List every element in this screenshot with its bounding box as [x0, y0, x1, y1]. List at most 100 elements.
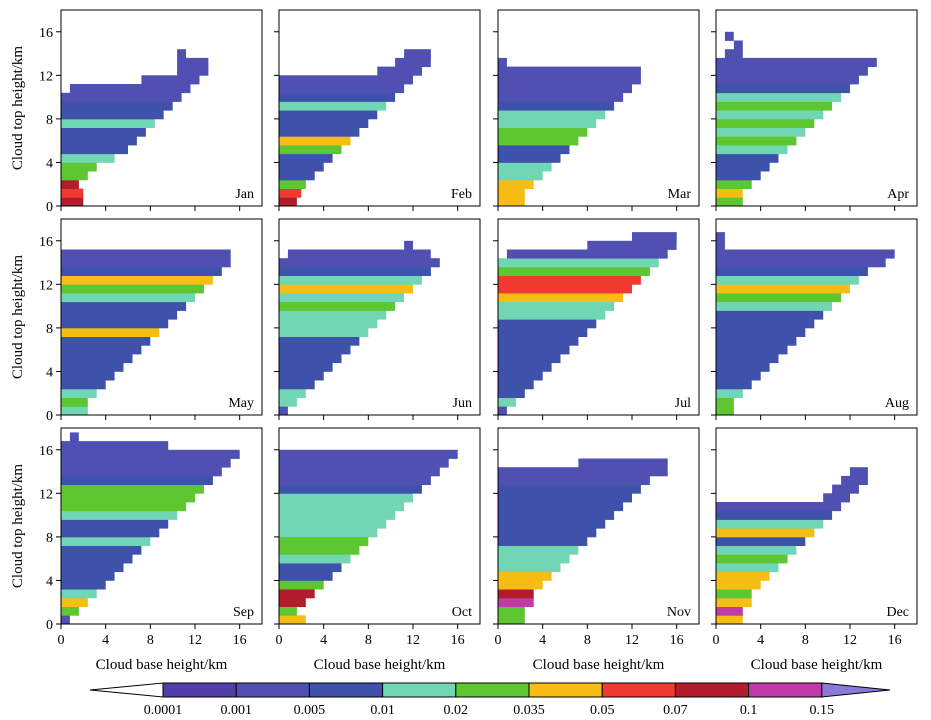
y-tick-label: 16: [39, 26, 53, 41]
x-tick-label: 4: [539, 633, 546, 648]
heatmap-cell: [279, 162, 324, 172]
heatmap-cell: [279, 310, 387, 320]
month-label: Aug: [885, 396, 909, 411]
y-tick-label: 0: [46, 618, 53, 633]
y-tick-label: 16: [39, 235, 53, 250]
x-tick-label: 12: [188, 633, 202, 648]
heatmap-cell: [498, 66, 641, 76]
x-tick-label: 16: [670, 633, 684, 648]
y-tick-label: 0: [46, 409, 53, 424]
heatmap-cell: [498, 380, 534, 390]
heatmap-cell: [61, 275, 213, 285]
x-tick-label: 16: [451, 633, 465, 648]
x-axis-label: Cloud base height/km: [533, 657, 665, 673]
heatmap-cell: [716, 597, 752, 607]
heatmap-cell: [279, 362, 333, 372]
heatmap-cell: [61, 449, 240, 459]
heatmap-cell: [498, 327, 588, 337]
heatmap-cell: [61, 380, 106, 390]
heatmap-cell: [498, 162, 552, 172]
heatmap-cell: [716, 615, 743, 625]
x-tick-label: 8: [147, 633, 154, 648]
heatmap-cell: [498, 571, 552, 581]
heatmap-cell: [61, 371, 115, 381]
heatmap-cell: [498, 284, 632, 294]
panel-frame: [60, 218, 263, 416]
heatmap-cell: [61, 589, 97, 599]
heatmap-cell: [279, 136, 351, 146]
heatmap-cell: [716, 502, 842, 512]
panel-frame: [60, 427, 263, 625]
y-axis-label: Cloud top height/km: [10, 255, 26, 380]
colorbar-segment: [382, 682, 457, 698]
x-tick-label: 0: [58, 633, 65, 648]
heatmap-cell: [716, 92, 842, 102]
heatmap-cell: [279, 597, 306, 607]
x-tick-label: 12: [406, 633, 420, 648]
heatmap-cell: [61, 127, 146, 137]
heatmap-cell: [61, 493, 195, 503]
x-tick-label: 8: [365, 633, 372, 648]
month-label: Dec: [886, 605, 909, 620]
heatmap-cell: [279, 319, 378, 329]
heatmap-cell: [61, 458, 231, 468]
panel-mar: Mar: [493, 9, 700, 211]
heatmap-cell: [377, 66, 422, 76]
heatmap-cell: [498, 475, 650, 485]
heatmap-cell: [61, 397, 88, 407]
heatmap-cell: [716, 528, 815, 538]
heatmap-cell: [850, 467, 868, 477]
heatmap-cell: [279, 528, 378, 538]
heatmap-cell: [498, 145, 570, 155]
heatmap-cell: [498, 597, 534, 607]
heatmap-cell: [61, 171, 88, 181]
heatmap-cell: [498, 371, 543, 381]
panel-frame: [60, 9, 263, 207]
heatmap-cell: [279, 153, 333, 163]
heatmap-cell: [716, 519, 824, 529]
heatmap-cell: [279, 388, 306, 398]
heatmap-cell: [498, 554, 570, 564]
heatmap-cell: [279, 197, 297, 207]
heatmap-cell: [716, 354, 779, 364]
heatmap-cell: [279, 615, 306, 625]
heatmap-cell: [716, 563, 779, 573]
heatmap-cell: [61, 162, 97, 172]
panel-frame: [278, 427, 481, 625]
heatmap-cell: [177, 66, 209, 76]
heatmap-cell: [61, 354, 133, 364]
heatmap-cell: [279, 354, 342, 364]
heatmap-cell: [279, 467, 440, 477]
heatmap-cell: [716, 66, 868, 76]
heatmap-cell: [61, 266, 222, 276]
heatmap-cell: [716, 397, 734, 407]
colorbar-segment: [674, 682, 750, 698]
heatmap-cell: [279, 589, 315, 599]
heatmap-cell: [716, 75, 859, 85]
heatmap-cell: [61, 502, 187, 512]
heatmap-cell: [61, 388, 97, 398]
heatmap-cell: [61, 293, 195, 303]
heatmap-cell: [279, 580, 324, 590]
heatmap-cell: [498, 101, 615, 111]
heatmap-cell: [716, 554, 788, 564]
heatmap-cell: [716, 545, 797, 555]
month-label: Mar: [668, 187, 692, 202]
y-axis-label: Cloud top height/km: [10, 46, 26, 171]
heatmap-cell: [279, 188, 302, 198]
x-tick-label: 0: [713, 633, 720, 648]
heatmap-cell: [61, 188, 84, 198]
heatmap-cell: [279, 92, 396, 102]
y-tick-label: 12: [39, 278, 53, 293]
x-axis-label: Cloud base height/km: [96, 657, 228, 673]
x-tick-label: 16: [888, 633, 902, 648]
heatmap-cell: [61, 597, 88, 607]
heatmap-cell: [498, 510, 615, 520]
heatmap-cell: [61, 258, 231, 268]
heatmap-cell: [279, 127, 360, 137]
month-label: Jun: [453, 396, 472, 411]
heatmap-cell: [716, 197, 743, 207]
month-label: Jul: [675, 396, 691, 411]
heatmap-cell: [716, 57, 877, 67]
heatmap-cell: [279, 545, 360, 555]
